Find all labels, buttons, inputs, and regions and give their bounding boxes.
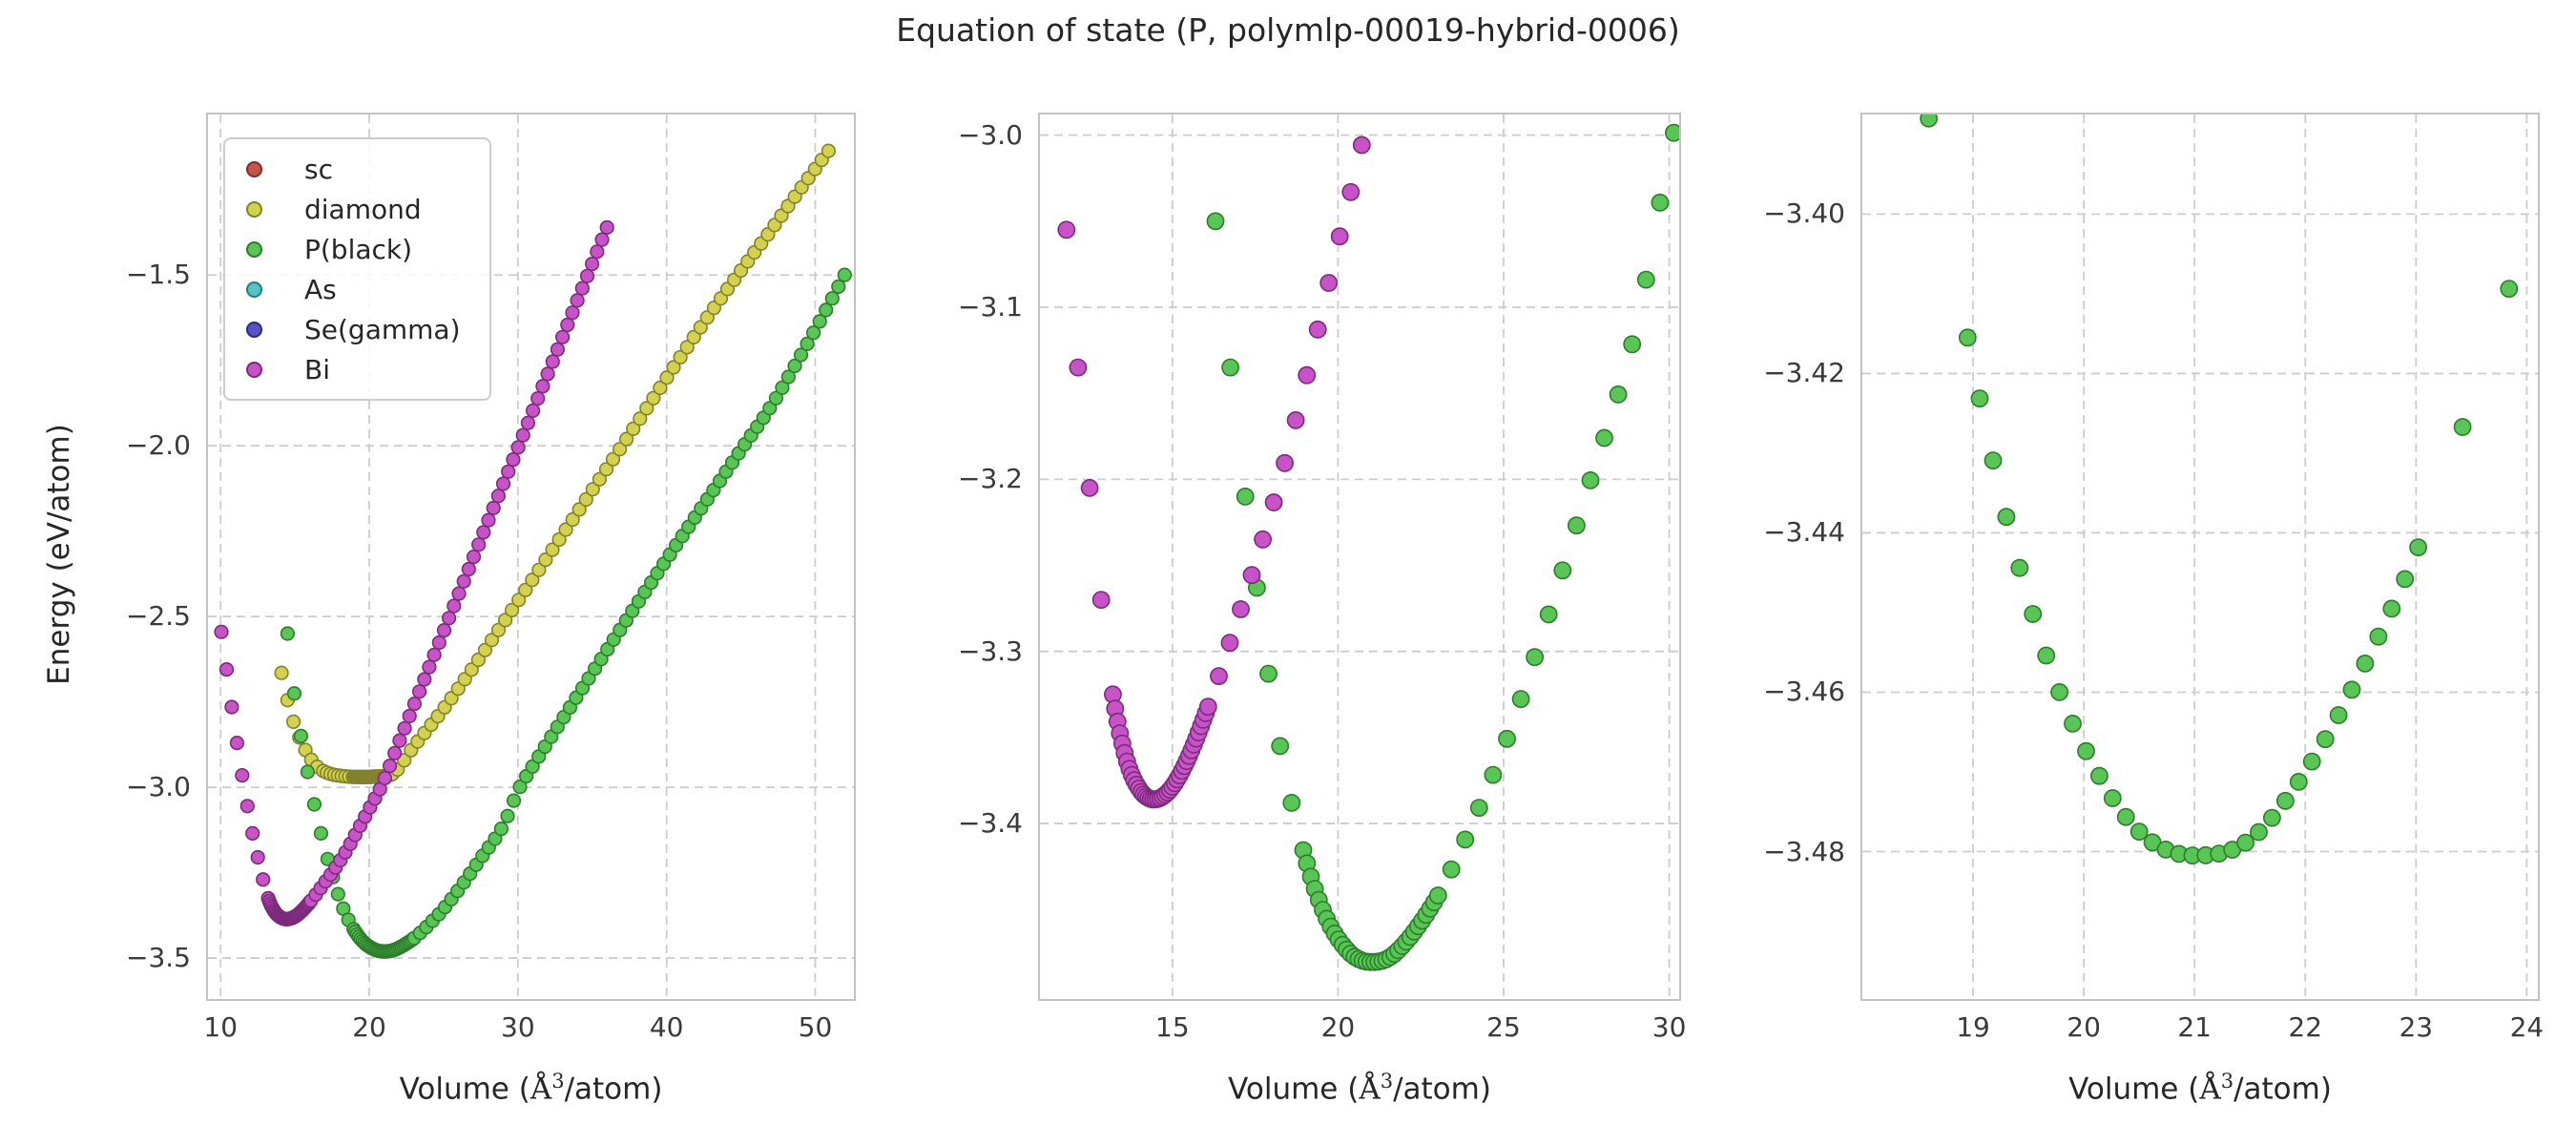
x-tick-label: 40: [649, 1011, 684, 1043]
plot-canvas: [208, 114, 854, 999]
legend-item: diamond: [246, 189, 461, 229]
legend-item-label: Bi: [304, 353, 330, 385]
y-tick-label: −3.2: [958, 463, 1023, 495]
x-tick-label: 30: [501, 1011, 535, 1043]
x-tick-label: 20: [352, 1011, 386, 1043]
x-tick-label: 21: [2177, 1011, 2212, 1043]
legend-item-label: As: [304, 273, 337, 305]
y-tick-label: −3.1: [958, 290, 1023, 323]
y-tick-label: −3.3: [958, 635, 1023, 667]
legend-item: sc: [246, 149, 461, 189]
legend-marker-icon: [246, 281, 262, 298]
legend-item: P(black): [246, 229, 461, 269]
series-P(black): [280, 267, 852, 959]
y-tick-label: −3.0: [958, 118, 1023, 151]
legend-item: Se(gamma): [246, 309, 461, 349]
y-tick-label: −1.5: [126, 259, 191, 291]
subplot-zoom-intermediate: 15 20 25 30 −3.0 −3.1 −3.2 −3.3 −3.4 Volume (Å3/a…: [958, 113, 1686, 1106]
y-tick-label: −3.46: [1763, 676, 1845, 708]
gridlines: [1040, 114, 1679, 999]
series-P(black): [1920, 114, 2519, 865]
plot-canvas: [1862, 114, 2538, 999]
x-tick-label: 25: [1486, 1011, 1521, 1043]
legend-item-label: diamond: [304, 193, 422, 225]
y-tick-label: −3.48: [1763, 835, 1845, 867]
gridlines: [1862, 114, 2538, 999]
legend-item: As: [246, 269, 461, 309]
y-tick-label: −2.0: [126, 429, 191, 462]
x-tick-label: 20: [1320, 1011, 1356, 1043]
subplot-overview: sc diamond P(black) As Se(gamma) Bi 10 20 30 40 5…: [126, 113, 856, 1106]
x-axis-label: Volume (Å3/atom): [1228, 1070, 1491, 1107]
legend-marker-icon: [246, 200, 262, 218]
y-tick-label: −3.5: [126, 942, 191, 974]
x-tick-label: 15: [1155, 1011, 1190, 1043]
legend-item-label: P(black): [304, 233, 413, 265]
legend-item-label: Se(gamma): [304, 313, 461, 345]
figure-title: Equation of state (P, polymlp-00019-hybr…: [896, 11, 1680, 49]
y-axis-label: Energy (eV/atom): [42, 424, 76, 685]
x-tick-label: 20: [2067, 1011, 2101, 1043]
x-tick-label: 50: [798, 1011, 833, 1043]
subplot-zoom-fine: 19 20 21 22 23 24 −3.40 −3.42 −3.44 −3.46 −3.48 Vol…: [1763, 113, 2544, 1106]
x-tick-label: 19: [1956, 1011, 1990, 1043]
plot-canvas: [1040, 114, 1679, 999]
x-tick-label: 10: [203, 1011, 239, 1043]
series-Bi: [1057, 135, 1371, 809]
legend-marker-icon: [246, 361, 262, 378]
x-axis-label: Volume (Å3/atom): [399, 1070, 663, 1107]
series-Bi: [214, 219, 614, 926]
legend: sc diamond P(black) As Se(gamma) Bi: [223, 137, 491, 401]
legend-item: Bi: [246, 349, 461, 389]
y-tick-label: −3.40: [1763, 198, 1845, 230]
y-tick-label: −2.5: [126, 600, 191, 633]
series-P(black): [1206, 123, 1679, 971]
y-tick-label: −3.42: [1763, 357, 1845, 389]
y-tick-label: −3.4: [958, 807, 1023, 840]
x-tick-label: 22: [2288, 1011, 2323, 1043]
x-tick-label: 30: [1652, 1011, 1687, 1043]
legend-item-label: sc: [304, 153, 333, 185]
legend-marker-icon: [246, 321, 262, 338]
y-tick-label: −3.0: [126, 771, 191, 803]
x-tick-label: 24: [2509, 1011, 2545, 1043]
legend-marker-icon: [246, 240, 262, 258]
y-tick-label: −3.44: [1763, 516, 1845, 549]
x-tick-label: 23: [2399, 1011, 2434, 1043]
x-axis-label: Volume (Å3/atom): [2068, 1070, 2332, 1107]
legend-marker-icon: [246, 160, 262, 177]
